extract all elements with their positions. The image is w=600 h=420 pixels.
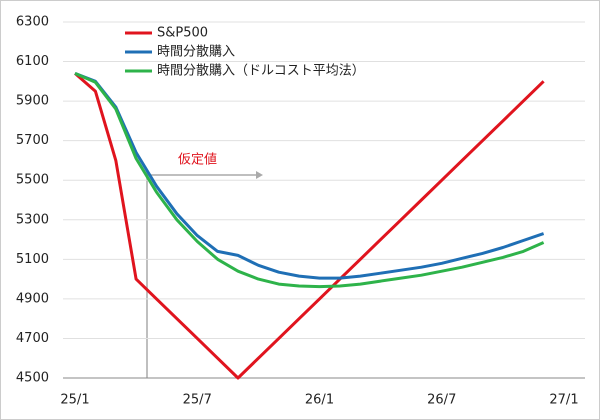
series-line [74, 72, 545, 380]
y-tick-label: 5700 [16, 133, 49, 148]
series-line [74, 72, 545, 289]
y-tick-label: 4500 [16, 371, 49, 386]
x-tick-label: 25/7 [183, 393, 212, 408]
legend-label: 時間分散購入 [157, 45, 235, 60]
y-tick-label: 6300 [16, 15, 49, 30]
arrow-head [256, 171, 263, 179]
x-tick-label: 27/1 [549, 393, 578, 408]
x-tick-label: 26/7 [427, 393, 456, 408]
y-tick-label: 5100 [16, 252, 49, 267]
y-tick-label: 4700 [16, 331, 49, 346]
y-tick-label: 6100 [16, 54, 49, 69]
series-line [74, 72, 545, 280]
legend-label: 時間分散購入（ドルコスト平均法） [157, 64, 365, 79]
y-tick-label: 4900 [16, 291, 49, 306]
y-tick-label: 5300 [16, 212, 49, 227]
annotation: 仮定値 [178, 152, 217, 168]
y-tick-label: 5500 [16, 173, 49, 188]
legend-label: S&P500 [157, 26, 208, 41]
x-tick-label: 25/1 [60, 393, 89, 408]
y-tick-label: 5900 [16, 94, 49, 109]
x-tick-label: 26/1 [305, 393, 334, 408]
